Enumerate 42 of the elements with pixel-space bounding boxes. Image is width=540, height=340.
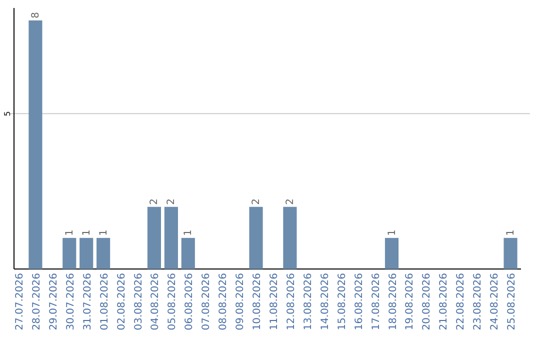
data-label: 2 — [251, 198, 262, 205]
x-tick-label: 17.08.2026 — [370, 273, 382, 330]
data-label: 8 — [30, 12, 42, 18]
x-tick-label: 07.08.2026 — [201, 273, 212, 330]
x-tick-label: 13.08.2026 — [302, 273, 314, 330]
x-tick-label: 18.08.2026 — [388, 273, 399, 330]
data-label: 2 — [149, 198, 160, 205]
x-tick-label: 04.08.2026 — [150, 273, 162, 330]
data-label: 1 — [81, 230, 92, 236]
x-tick-label: 19.08.2026 — [404, 273, 416, 330]
x-tick-label: 30.07.2026 — [65, 273, 76, 330]
x-tick-label: 21.08.2026 — [438, 273, 450, 330]
x-tick-label: 12.08.2026 — [286, 273, 297, 330]
x-tick-label: 11.08.2026 — [268, 273, 280, 330]
data-label: 2 — [166, 198, 178, 205]
x-tick-label: 05.08.2026 — [167, 273, 178, 330]
data-label: 1 — [183, 230, 194, 236]
data-label: 1 — [386, 230, 398, 236]
x-tick-label: 15.08.2026 — [336, 273, 348, 330]
data-label: 1 — [64, 230, 76, 236]
y-tick-label: 5 — [3, 111, 12, 116]
x-tick-label: 03.08.2026 — [133, 273, 144, 330]
x-tick-label: 01.08.2026 — [99, 273, 110, 330]
x-tick-label: 23.08.2026 — [472, 273, 484, 330]
data-label: 1 — [98, 230, 110, 236]
x-tick-label: 28.07.2026 — [31, 273, 42, 330]
data-label: 2 — [284, 198, 296, 205]
x-tick-label: 31.07.2026 — [82, 273, 94, 330]
x-tick-label: 20.08.2026 — [422, 273, 433, 330]
x-tick-label: 27.07.2026 — [14, 273, 26, 330]
x-tick-label: 16.08.2026 — [354, 273, 365, 330]
x-tick-label: 06.08.2026 — [184, 273, 196, 330]
x-tick-label: 29.07.2026 — [48, 273, 60, 330]
x-tick-label: 09.08.2026 — [235, 273, 246, 330]
x-tick-label: 10.08.2026 — [252, 273, 264, 330]
x-tick-label: 22.08.2026 — [456, 273, 467, 330]
x-tick-label: 24.08.2026 — [490, 273, 501, 330]
x-tick-label: 08.08.2026 — [218, 273, 230, 330]
x-tick-label: 25.08.2026 — [506, 273, 518, 330]
x-tick-label: 14.08.2026 — [320, 273, 331, 330]
x-tick-label: 02.08.2026 — [116, 273, 128, 330]
data-label: 1 — [506, 230, 517, 236]
